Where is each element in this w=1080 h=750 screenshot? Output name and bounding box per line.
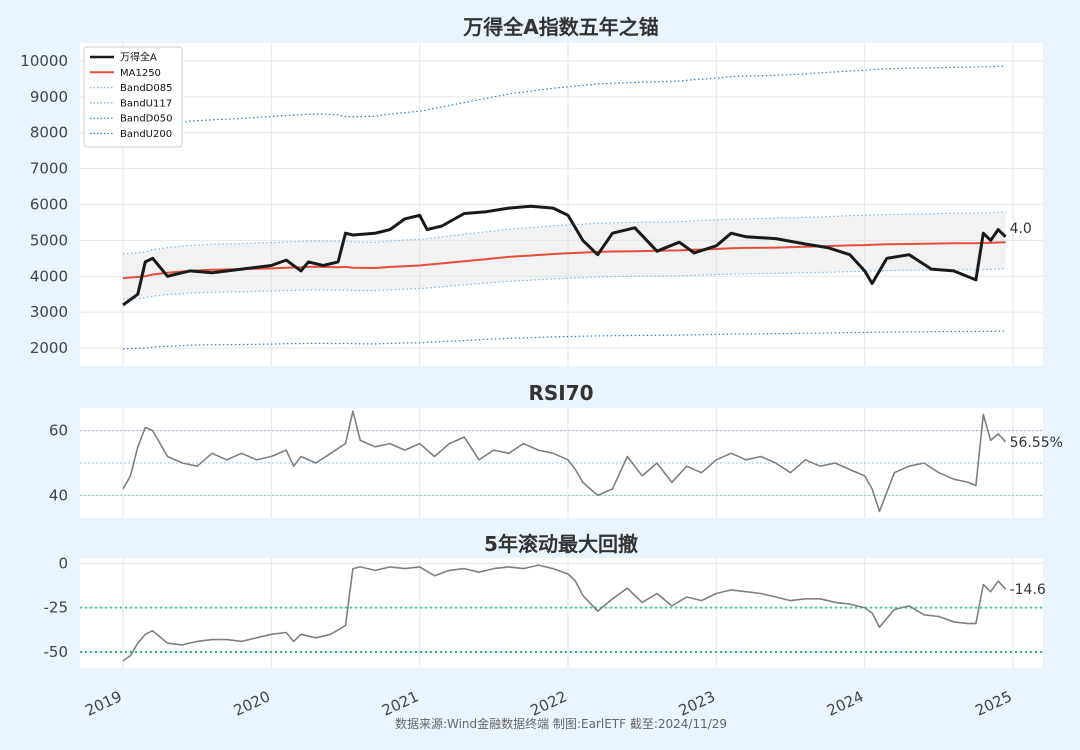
y-tick-label: 60 xyxy=(49,422,68,440)
y-tick-label: 40 xyxy=(49,486,68,504)
y-tick-label: 5000 xyxy=(30,231,68,249)
series-line-万得全A xyxy=(122,204,1007,307)
y-tick-label: 2000 xyxy=(30,339,68,357)
y-tick-label: 8000 xyxy=(30,124,68,142)
legend-label: BandD050 xyxy=(120,114,172,125)
y-tick-label: -25 xyxy=(44,599,69,617)
drawdown-end-label: -14.6 xyxy=(1010,582,1046,598)
x-tick-label: 2022 xyxy=(527,687,569,719)
x-tick-label: 2025 xyxy=(972,687,1014,719)
series-line-BandU200 xyxy=(122,65,1006,137)
series-line xyxy=(122,410,1007,513)
legend-label: 万得全A xyxy=(120,51,157,64)
rsi-end-label: 56.55% xyxy=(1010,435,1063,451)
drawdown-chart-title: 5年滚动最大回撤 xyxy=(484,532,638,556)
x-tick-label: 2023 xyxy=(676,687,718,719)
y-tick-label: 10000 xyxy=(20,52,68,70)
y-tick-label: 0 xyxy=(58,554,68,572)
x-tick-label: 2019 xyxy=(82,687,124,719)
legend-label: BandU200 xyxy=(120,129,172,140)
main-chart-title: 万得全A指数五年之锚 xyxy=(462,15,658,39)
y-tick-label: 3000 xyxy=(30,303,68,321)
band-fill xyxy=(123,212,1006,300)
series-line xyxy=(122,564,1007,662)
y-tick-label: 6000 xyxy=(30,196,68,214)
legend-label: BandU117 xyxy=(120,98,172,109)
x-tick-label: 2021 xyxy=(379,687,421,719)
y-tick-label: 4000 xyxy=(30,267,68,285)
legend: 万得全A MA1250 BandD085 BandU117 BandD050 BandU2… xyxy=(83,46,183,148)
footer-source: 数据来源:Wind金融数据终端 制图:EarlETF 截至:2024/11/29 xyxy=(395,716,727,731)
x-tick-label: 2024 xyxy=(824,687,866,719)
legend-label: BandD085 xyxy=(120,83,172,94)
y-tick-label: 7000 xyxy=(30,160,68,178)
series-line-MA1250 xyxy=(122,241,1006,280)
x-tick-label: 2020 xyxy=(231,687,273,719)
legend-label: MA1250 xyxy=(120,68,161,79)
y-tick-label: 9000 xyxy=(30,88,68,106)
drawdown-panel xyxy=(80,558,1043,668)
main-end-label: 4.0 xyxy=(1010,221,1032,237)
rsi-chart-title: RSI70 xyxy=(528,381,593,405)
y-tick-label: -50 xyxy=(44,643,69,661)
